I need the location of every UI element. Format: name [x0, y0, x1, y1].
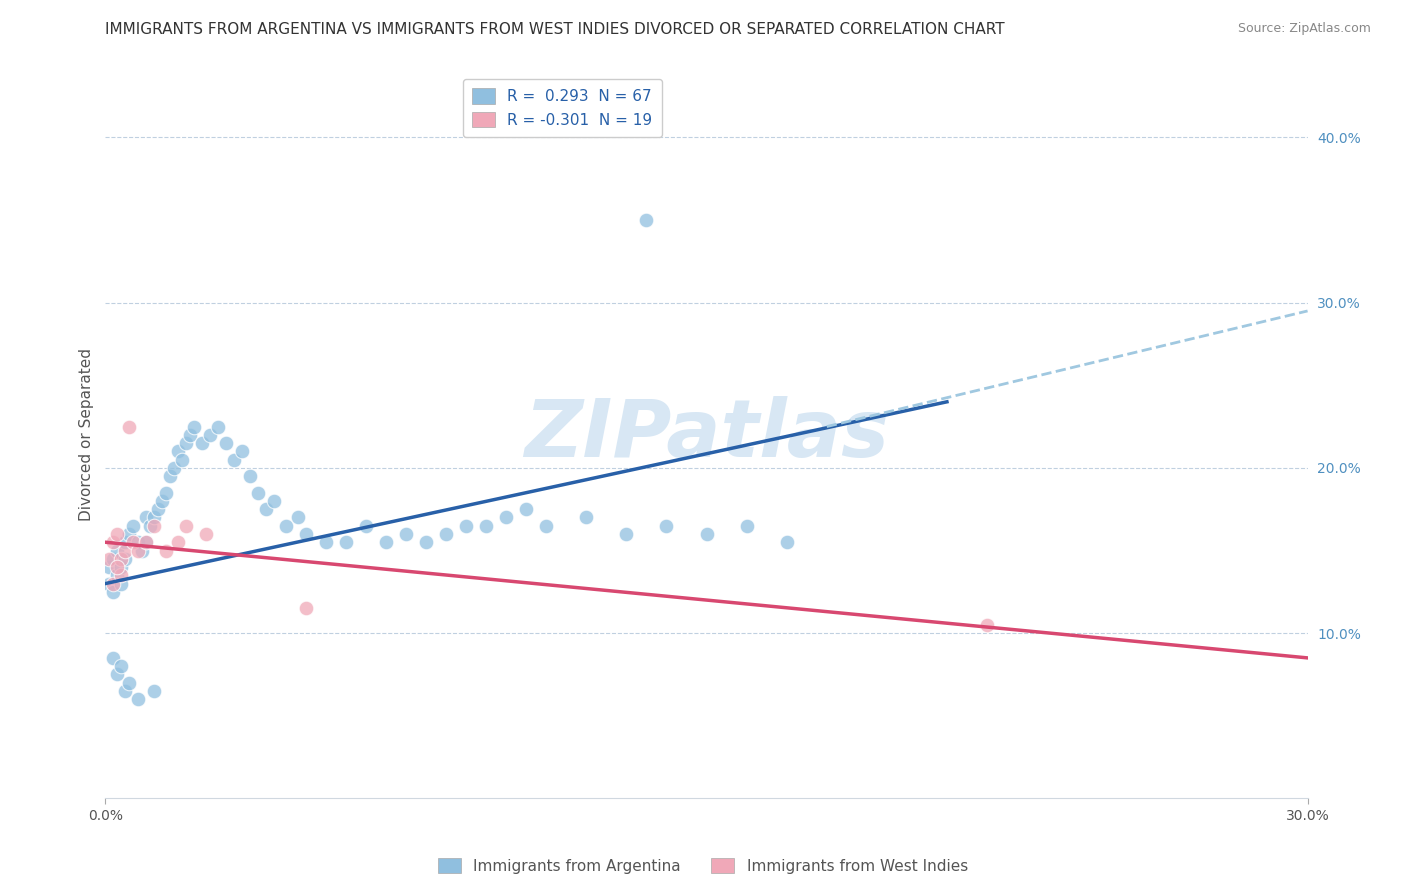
Y-axis label: Divorced or Separated: Divorced or Separated [79, 349, 94, 521]
Point [127, 535, 149, 549]
Legend: R =  0.293  N = 67, R = -0.301  N = 19: R = 0.293 N = 67, R = -0.301 N = 19 [463, 79, 662, 137]
Point [107, 560, 129, 574]
Point [110, 659, 132, 673]
Point [107, 667, 129, 681]
Point [214, 436, 236, 450]
Point [162, 461, 184, 475]
Point [107, 543, 129, 558]
Point [127, 692, 149, 706]
Point [395, 527, 418, 541]
Point [207, 419, 229, 434]
Point [231, 444, 253, 458]
Point [198, 427, 221, 442]
Point [110, 560, 132, 574]
Point [146, 502, 169, 516]
Point [131, 543, 153, 558]
Point [98, 560, 121, 574]
Point [103, 535, 125, 549]
Point [295, 527, 318, 541]
Point [110, 568, 132, 582]
Point [155, 485, 177, 500]
Point [170, 452, 193, 467]
Point [166, 444, 188, 458]
Point [110, 576, 132, 591]
Point [636, 213, 658, 227]
Point [179, 427, 201, 442]
Point [976, 618, 998, 632]
Point [98, 551, 121, 566]
Legend: Immigrants from Argentina, Immigrants from West Indies: Immigrants from Argentina, Immigrants fr… [432, 852, 974, 880]
Point [515, 502, 537, 516]
Text: ZIPatlas: ZIPatlas [524, 396, 889, 474]
Point [114, 684, 136, 698]
Point [655, 518, 678, 533]
Text: IMMIGRANTS FROM ARGENTINA VS IMMIGRANTS FROM WEST INDIES DIVORCED OR SEPARATED C: IMMIGRANTS FROM ARGENTINA VS IMMIGRANTS … [105, 22, 1005, 37]
Point [107, 527, 129, 541]
Point [107, 568, 129, 582]
Point [415, 535, 437, 549]
Point [98, 576, 121, 591]
Point [138, 518, 160, 533]
Point [295, 601, 318, 615]
Point [142, 684, 165, 698]
Point [103, 584, 125, 599]
Point [575, 510, 598, 524]
Point [103, 576, 125, 591]
Point [114, 551, 136, 566]
Point [315, 535, 337, 549]
Text: Source: ZipAtlas.com: Source: ZipAtlas.com [1237, 22, 1371, 36]
Point [222, 452, 245, 467]
Point [103, 651, 125, 665]
Point [166, 535, 188, 549]
Point [135, 510, 157, 524]
Point [194, 527, 217, 541]
Point [274, 518, 297, 533]
Point [354, 518, 377, 533]
Point [616, 527, 638, 541]
Point [374, 535, 398, 549]
Point [103, 551, 125, 566]
Point [110, 551, 132, 566]
Point [118, 527, 141, 541]
Point [135, 535, 157, 549]
Point [174, 436, 197, 450]
Point [263, 494, 285, 508]
Point [454, 518, 477, 533]
Point [135, 535, 157, 549]
Point [174, 518, 197, 533]
Point [735, 518, 758, 533]
Point [475, 518, 498, 533]
Point [239, 469, 262, 483]
Point [118, 675, 141, 690]
Point [127, 543, 149, 558]
Point [150, 494, 173, 508]
Point [246, 485, 269, 500]
Point [114, 535, 136, 549]
Point [190, 436, 212, 450]
Point [696, 527, 718, 541]
Point [776, 535, 799, 549]
Point [118, 419, 141, 434]
Point [495, 510, 517, 524]
Point [142, 510, 165, 524]
Point [155, 543, 177, 558]
Point [434, 527, 457, 541]
Point [142, 518, 165, 533]
Point [114, 543, 136, 558]
Point [335, 535, 357, 549]
Point [183, 419, 205, 434]
Point [254, 502, 277, 516]
Point [122, 535, 145, 549]
Point [122, 518, 145, 533]
Point [287, 510, 309, 524]
Point [159, 469, 181, 483]
Point [534, 518, 557, 533]
